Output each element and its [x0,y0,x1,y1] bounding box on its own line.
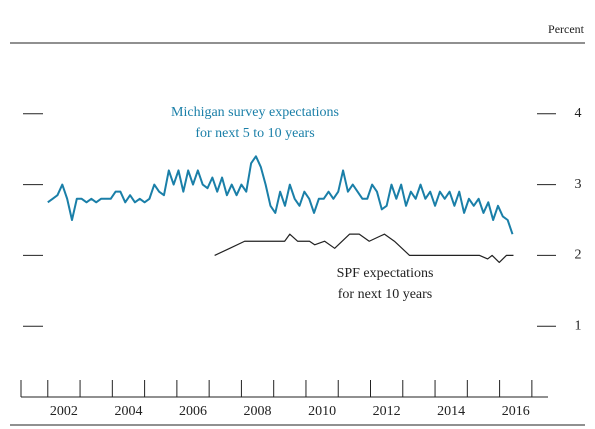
unit-label: Percent [548,22,585,36]
y-tick-label: 3 [575,177,582,192]
x-tick-label: 2002 [50,404,78,419]
series-line [47,155,514,235]
annotation: SPF expectations [337,266,434,281]
x-tick-label: 2014 [437,404,465,419]
y-tick-label: 2 [575,248,582,263]
annotation: Michigan survey expectations [171,105,339,120]
x-tick-label: 2008 [244,404,272,419]
x-tick-label: 2006 [179,404,207,419]
y-tick-label: 1 [575,318,582,333]
x-tick-label: 2012 [373,404,401,419]
y-tick-label: 4 [575,106,582,121]
x-tick-label: 2016 [502,404,530,419]
x-tick-label: 2004 [114,404,142,419]
annotation: for next 10 years [338,287,432,302]
x-tick-label: 2010 [308,404,336,419]
annotation: for next 5 to 10 years [195,126,314,141]
series-line [214,233,514,264]
